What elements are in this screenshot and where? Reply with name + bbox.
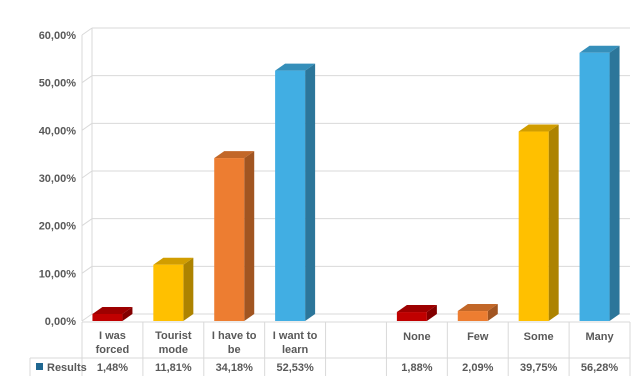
gridline-depth: [81, 170, 93, 179]
y-tick-label: 30,00%: [39, 173, 77, 185]
bar-top: [275, 63, 316, 71]
bar-side: [244, 151, 255, 321]
data-table-value: 1,88%: [401, 362, 432, 374]
bar-side: [305, 63, 316, 322]
data-table-value: 2,09%: [462, 362, 493, 374]
legend-key: [36, 363, 43, 370]
category-label: Few: [467, 331, 489, 343]
gridline-depth: [81, 265, 93, 274]
legend-label: Results: [47, 362, 87, 374]
bar-side: [426, 305, 437, 321]
category-label: Tourist mode: [155, 330, 192, 356]
bar-side: [548, 124, 559, 322]
gridline-depth: [81, 218, 93, 227]
data-table-value: 56,28%: [581, 362, 619, 374]
bar-2: [153, 257, 194, 321]
gridline-depth: [81, 75, 93, 84]
y-tick-label: 10,00%: [39, 268, 77, 280]
bar-6: [396, 305, 437, 321]
bar-1: [92, 306, 133, 321]
bar-7: [457, 304, 498, 321]
gridline-depth: [81, 313, 93, 322]
data-table-value: 11,81%: [155, 362, 192, 374]
bar-4: [275, 63, 316, 322]
bar-front: [579, 52, 610, 322]
y-tick-label: 0,00%: [45, 316, 76, 328]
bar-front: [214, 158, 245, 321]
category-label: Some: [524, 331, 554, 343]
bar-top: [214, 151, 255, 159]
y-tick-label: 60,00%: [39, 30, 77, 42]
data-table-value: 52,53%: [276, 362, 314, 374]
bar-side: [183, 257, 194, 321]
bar-3: [214, 151, 255, 321]
bar-side: [609, 45, 620, 322]
category-label: None: [403, 331, 431, 343]
bar-side: [487, 304, 498, 321]
gridline-depth: [81, 27, 93, 36]
data-table-value: 34,18%: [216, 362, 254, 374]
category-label: I was forced: [96, 330, 130, 356]
category-label: Many: [585, 331, 614, 343]
y-tick-label: 20,00%: [39, 221, 77, 233]
bar-side: [122, 306, 133, 321]
bar-top: [518, 124, 559, 132]
gridline-depth: [81, 122, 93, 131]
y-tick-label: 40,00%: [39, 125, 77, 137]
category-label: I have to be: [212, 330, 257, 356]
bar-top: [579, 45, 620, 53]
bar-front: [92, 313, 123, 321]
y-tick-label: 50,00%: [39, 78, 77, 90]
bar-top: [457, 304, 498, 312]
bar-front: [153, 264, 184, 321]
bar-top: [396, 305, 437, 313]
bar-9: [579, 45, 620, 322]
bar-front: [518, 131, 549, 321]
data-table-value: 1,48%: [97, 362, 128, 374]
bar-top: [153, 257, 194, 265]
bar-top: [92, 306, 133, 314]
bar-8: [518, 124, 559, 322]
data-table-value: 39,75%: [520, 362, 558, 374]
bar-front: [275, 70, 306, 322]
bar-front: [396, 312, 427, 321]
category-label: I want to learn: [273, 330, 318, 356]
bar-front: [457, 311, 488, 321]
